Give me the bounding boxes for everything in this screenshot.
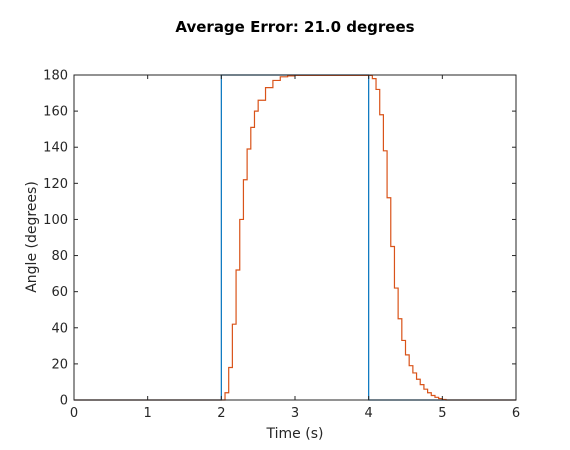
y-tick-label: 80 — [51, 249, 68, 264]
x-tick-label: 3 — [291, 406, 299, 421]
chart-title: Average Error: 21.0 degrees — [175, 18, 414, 36]
x-tick-label: 1 — [144, 406, 152, 421]
x-tick-label: 5 — [438, 406, 446, 421]
x-axis-label: Time (s) — [266, 426, 324, 442]
y-tick-label: 40 — [51, 321, 68, 336]
x-tick-label: 2 — [217, 406, 225, 421]
y-tick-label: 160 — [43, 105, 68, 120]
plot-area — [74, 75, 516, 400]
y-tick-label: 60 — [51, 285, 68, 300]
y-tick-label: 20 — [51, 357, 68, 372]
y-tick-label: 180 — [43, 69, 68, 84]
y-tick-label: 100 — [43, 213, 68, 228]
y-tick-label: 120 — [43, 177, 68, 192]
x-tick-label: 4 — [365, 406, 373, 421]
y-axis-label: Angle (degrees) — [24, 181, 40, 293]
x-tick-label: 0 — [70, 406, 78, 421]
y-tick-label: 0 — [60, 394, 68, 409]
y-tick-label: 140 — [43, 141, 68, 156]
series-line-2 — [74, 74, 516, 401]
x-tick-label: 6 — [512, 406, 520, 421]
